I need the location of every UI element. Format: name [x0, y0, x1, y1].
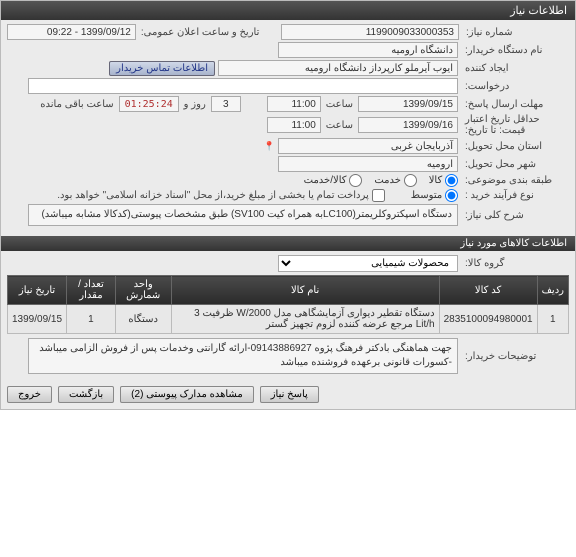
radio-both[interactable]: کالا/خدمت — [304, 174, 363, 187]
contact-info-button[interactable]: اطلاعات تماس خریدار — [109, 61, 215, 76]
dl-time: 11:00 — [267, 96, 321, 112]
radio-avg[interactable]: متوسط — [411, 189, 458, 202]
lbl-group: گروه کالا: — [461, 258, 569, 269]
category-radios: کالا خدمت کالا/خدمت — [304, 174, 458, 187]
countdown: 01:25:24 — [119, 96, 179, 112]
attachments-button[interactable]: مشاهده مدارک پیوستی (2) — [120, 386, 254, 403]
chk-fullpay[interactable]: پرداخت تمام یا بخشی از مبلغ خرید،از محل … — [57, 189, 385, 202]
lbl-notes: توضیحات خریدار: — [461, 351, 569, 362]
val-prov: آذربایجان غربی — [278, 138, 458, 154]
items-table: ردیفکد کالانام کالاواحد شمارشتعداد / مقد… — [7, 275, 569, 334]
cell: 2835100094980001 — [439, 305, 537, 334]
lbl-valid: حداقل تاریخ اعتبارقیمت: تا تاریخ: — [461, 114, 569, 136]
buyer-notes: جهت هماهنگی بادکتر فرهنگ پژوه 0914388692… — [28, 338, 458, 374]
lbl-dt: تاریخ و ساعت اعلان عمومی: — [139, 27, 278, 38]
dl-date: 1399/09/15 — [358, 96, 458, 112]
cell: دستگاه تقطیر دیواری آزمایشگاهی مدل W/200… — [171, 305, 439, 334]
days-remain: 3 — [211, 96, 241, 112]
group-select[interactable]: محصولات شیمیایی — [278, 255, 458, 272]
lbl-deadline: مهلت ارسال پاسخ: — [461, 99, 569, 110]
cell: 1 — [67, 305, 116, 334]
v-date: 1399/09/16 — [358, 117, 458, 133]
back-button[interactable]: بازگشت — [58, 386, 114, 403]
val-city: ارومیه — [278, 156, 458, 172]
brief-text: دستگاه اسپکتروکلریمتر(LC100به همراه کیت … — [28, 204, 458, 226]
radio-service[interactable]: خدمت — [374, 174, 416, 187]
lbl-num: شماره نیاز: — [462, 27, 569, 38]
lbl-city: شهر محل تحویل: — [461, 159, 569, 170]
extra-input[interactable] — [28, 78, 458, 94]
val-dt: 1399/09/12 - 09:22 — [7, 24, 136, 40]
val-num: 1199009033000353 — [281, 24, 459, 40]
col-header: تعداد / مقدار — [67, 276, 116, 305]
lbl-remain: ساعت باقی مانده — [38, 99, 115, 110]
lbl-buyer: نام دستگاه خریدار: — [461, 45, 569, 56]
lbl-hour2: ساعت — [324, 120, 355, 131]
answer-button[interactable]: پاسخ نیاز — [260, 386, 319, 403]
lbl-cat: طبقه بندی موضوعی: — [461, 175, 569, 186]
val-creator: ایوب آیرملو کارپرداز دانشگاه ارومیه — [218, 60, 458, 76]
panel-header: اطلاعات نیاز — [1, 1, 575, 20]
col-header: تاریخ نیاز — [8, 276, 67, 305]
cell: دستگاه — [115, 305, 171, 334]
lbl-extra: درخواست: — [461, 81, 569, 92]
col-header: ردیف — [537, 276, 568, 305]
exit-button[interactable]: خروج — [7, 386, 52, 403]
col-header: نام کالا — [171, 276, 439, 305]
lbl-days: روز و — [182, 99, 208, 110]
location-icon — [264, 141, 275, 152]
v-time: 11:00 — [267, 117, 321, 133]
col-header: کد کالا — [439, 276, 537, 305]
section-kala-header: اطلاعات کالاهای مورد نیاز — [1, 236, 575, 251]
col-header: واحد شمارش — [115, 276, 171, 305]
lbl-prov: استان محل تحویل: — [461, 141, 569, 152]
cell: 1399/09/15 — [8, 305, 67, 334]
table-row: 12835100094980001دستگاه تقطیر دیواری آزم… — [8, 305, 569, 334]
lbl-brief: شرح کلی نیاز: — [461, 210, 569, 221]
val-buyer: دانشگاه ارومیه — [278, 42, 458, 58]
radio-goods[interactable]: کالا — [429, 174, 458, 187]
lbl-creator: ایجاد کننده — [461, 63, 569, 74]
lbl-hour1: ساعت — [324, 99, 355, 110]
cell: 1 — [537, 305, 568, 334]
lbl-proc: نوع فرآیند خرید : — [461, 190, 569, 201]
